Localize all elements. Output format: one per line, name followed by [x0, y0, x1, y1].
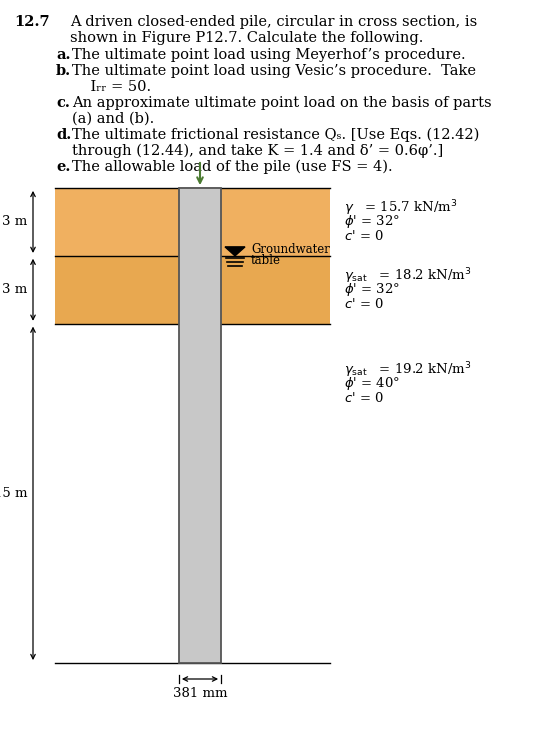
Text: shown in Figure P12.7. Calculate the following.: shown in Figure P12.7. Calculate the fol… — [70, 31, 424, 45]
Text: $c$' = 0: $c$' = 0 — [344, 229, 384, 243]
Bar — [179, 188, 221, 663]
Text: $\gamma$   = 15.7 kN/m$^3$: $\gamma$ = 15.7 kN/m$^3$ — [344, 198, 458, 218]
Text: d.: d. — [56, 128, 71, 142]
Text: The allowable load of the pile (use FS = 4).: The allowable load of the pile (use FS =… — [72, 160, 392, 174]
Text: The ultimate point load using Meyerhof’s procedure.: The ultimate point load using Meyerhof’s… — [72, 48, 466, 62]
Bar — [55, 256, 330, 324]
Text: 12.7: 12.7 — [14, 15, 50, 29]
Text: 3 m: 3 m — [2, 283, 27, 296]
Text: An approximate ultimate point load on the basis of parts: An approximate ultimate point load on th… — [72, 96, 492, 110]
Text: (a) and (b).: (a) and (b). — [72, 112, 154, 126]
Text: Iᵣᵣ = 50.: Iᵣᵣ = 50. — [72, 80, 151, 94]
Text: $\phi$' = 40°: $\phi$' = 40° — [344, 375, 400, 392]
Text: The ultimate point load using Vesic’s procedure.  Take: The ultimate point load using Vesic’s pr… — [72, 64, 476, 78]
Bar — [55, 324, 330, 663]
Text: The ultimate frictional resistance Qₛ. [Use Eqs. (12.42): The ultimate frictional resistance Qₛ. [… — [72, 128, 480, 142]
Text: $\gamma_{\rm sat}$   = 19.2 kN/m$^3$: $\gamma_{\rm sat}$ = 19.2 kN/m$^3$ — [344, 360, 471, 379]
Text: $\phi$' = 32°: $\phi$' = 32° — [344, 213, 400, 230]
Text: e.: e. — [56, 160, 70, 174]
Polygon shape — [225, 247, 245, 256]
Text: through (12.44), and take K = 1.4 and δ’ = 0.6φ’.]: through (12.44), and take K = 1.4 and δ’… — [72, 144, 443, 159]
Text: Groundwater: Groundwater — [251, 243, 330, 257]
Text: $\gamma_{\rm sat}$   = 18.2 kN/m$^3$: $\gamma_{\rm sat}$ = 18.2 kN/m$^3$ — [344, 266, 471, 286]
Text: $c$' = 0: $c$' = 0 — [344, 390, 384, 405]
Text: 381 mm: 381 mm — [173, 687, 227, 700]
Text: b.: b. — [56, 64, 71, 78]
Text: a.: a. — [56, 48, 71, 62]
Text: table: table — [251, 254, 281, 267]
Text: $c$' = 0: $c$' = 0 — [344, 297, 384, 310]
Text: 3 m: 3 m — [2, 215, 27, 228]
Text: A driven closed-ended pile, circular in cross section, is: A driven closed-ended pile, circular in … — [70, 15, 477, 29]
Text: c.: c. — [56, 96, 70, 110]
Text: 15 m: 15 m — [0, 487, 27, 500]
Text: $\phi$' = 32°: $\phi$' = 32° — [344, 281, 400, 298]
Bar — [55, 188, 330, 256]
